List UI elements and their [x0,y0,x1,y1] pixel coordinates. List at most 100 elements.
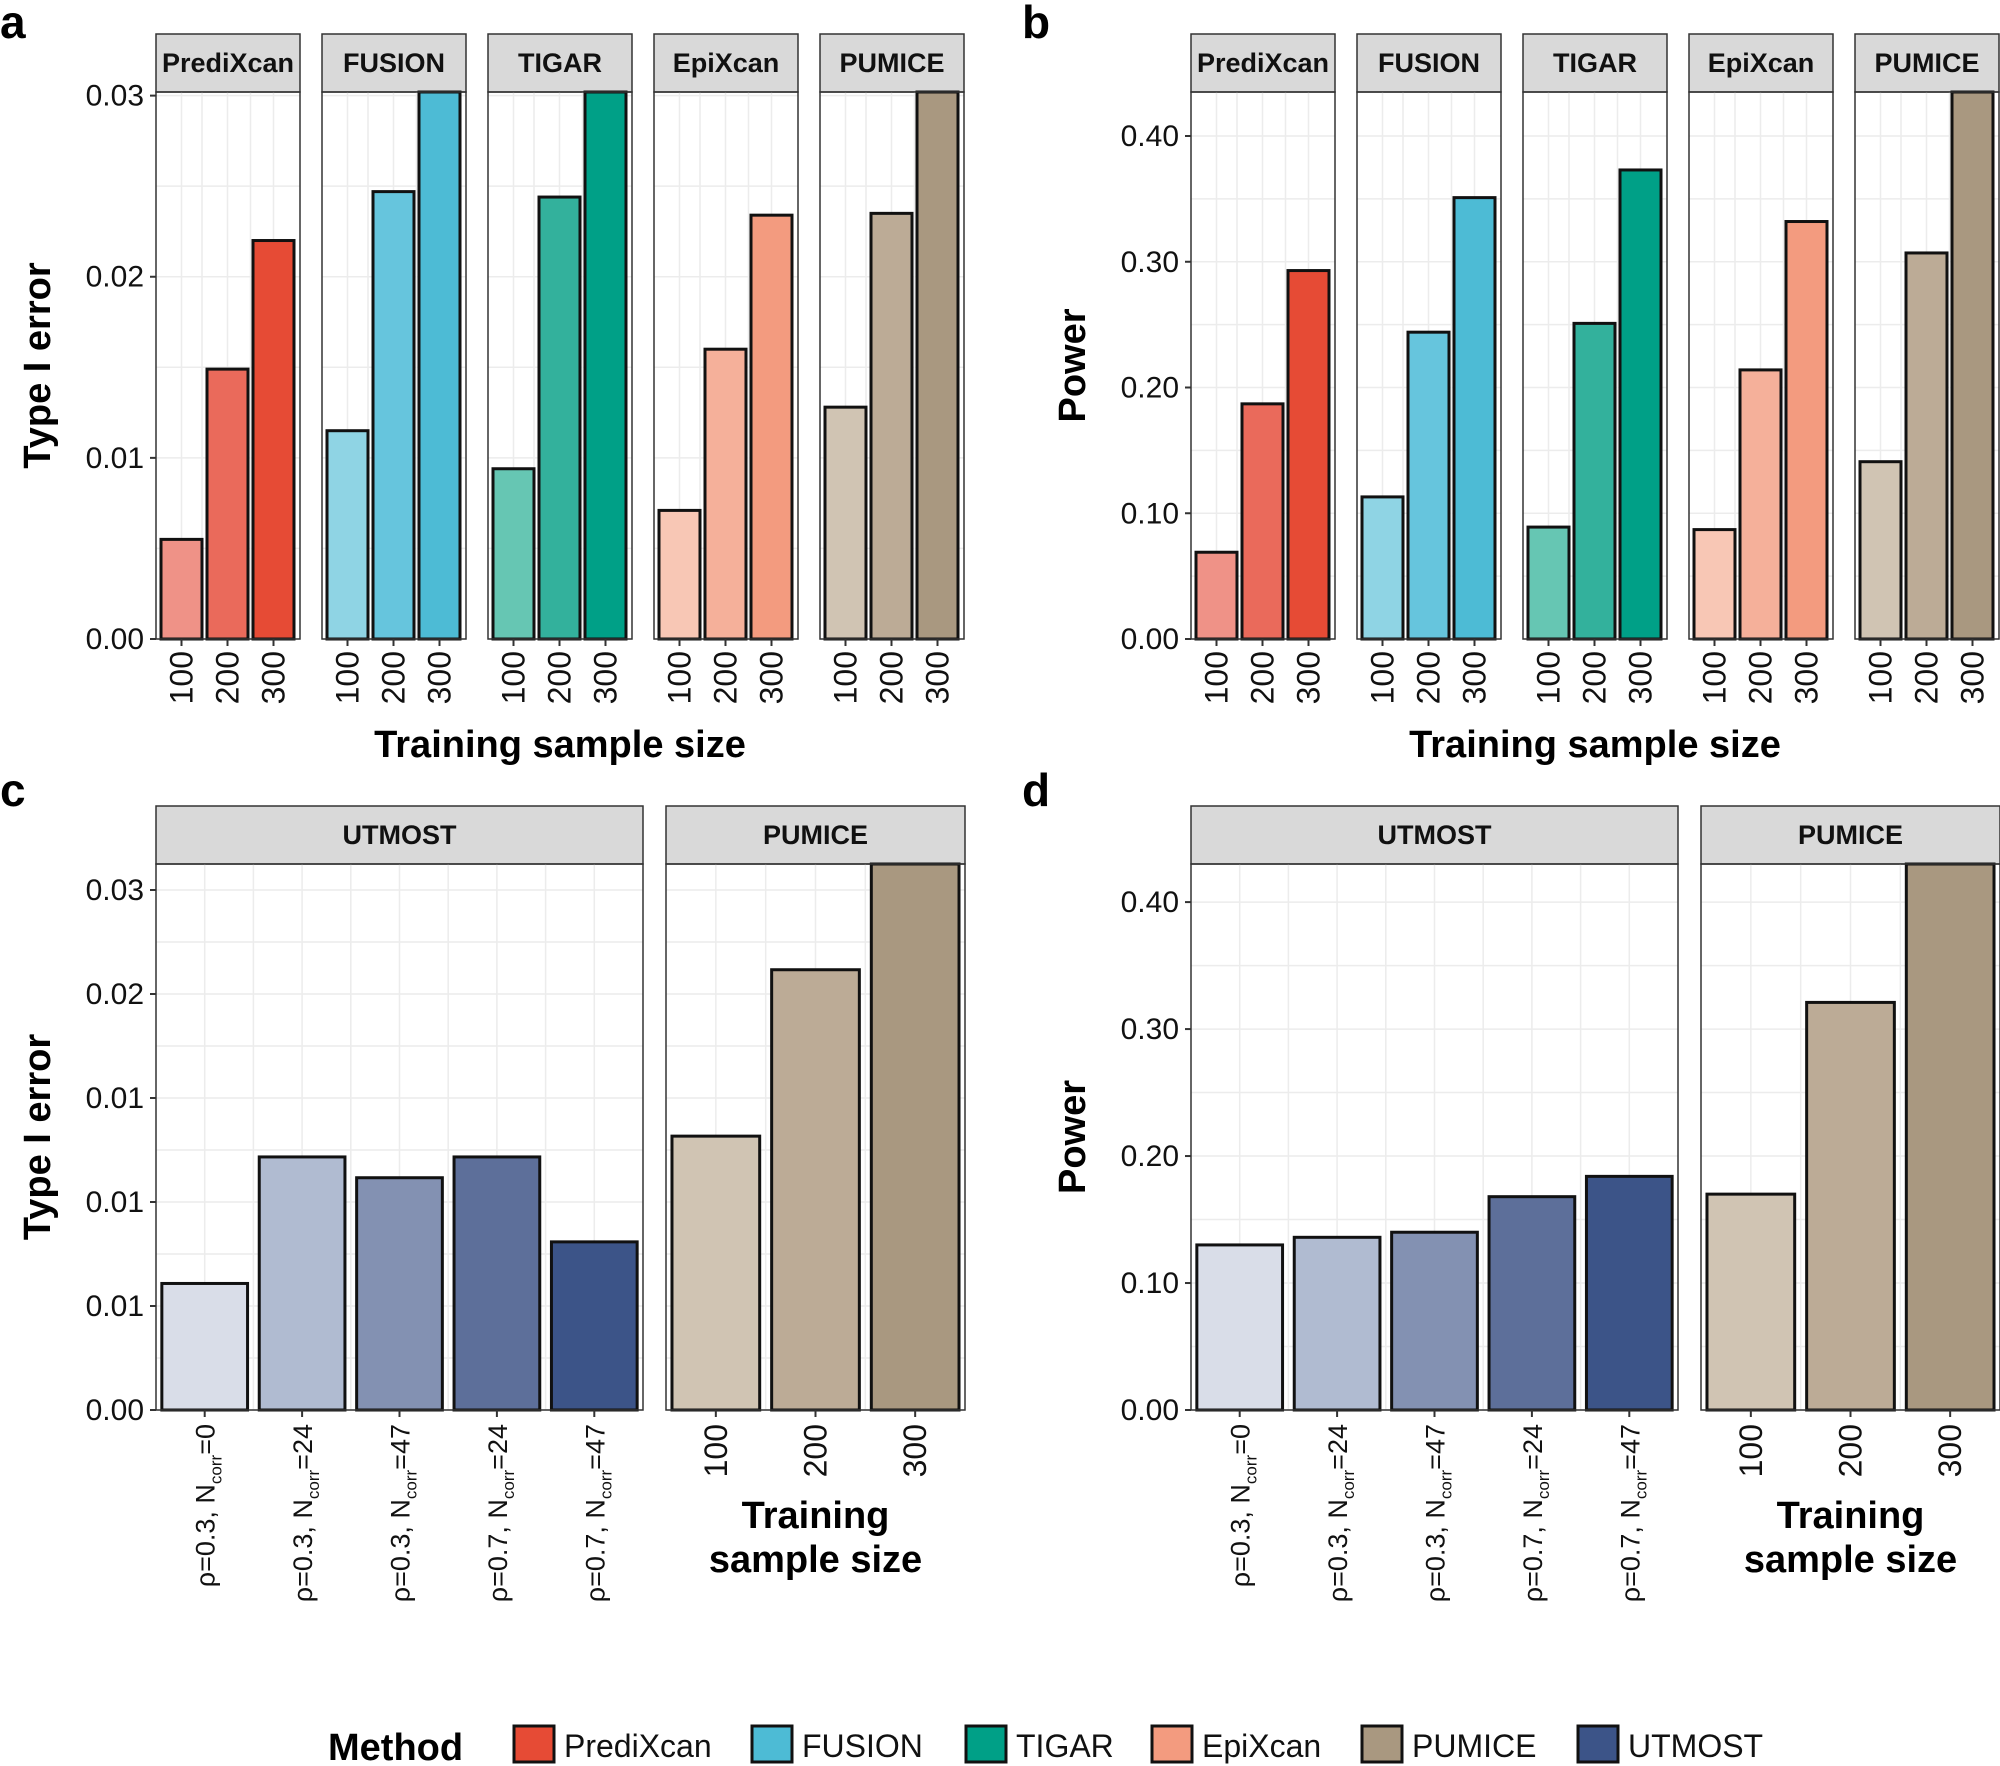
facet-strip [1854,33,2000,93]
facet-strip-label: EpiXcan [1708,48,1815,78]
y-tick-label: 0.01 [86,1082,144,1115]
y-axis-title: Type I error [17,1034,59,1240]
bar-utmost-2 [257,1155,347,1412]
legend: Method PrediXcan FUSION TIGAR EpiXcan PUMICE U… [328,1724,1763,1766]
x-tick-label: ρ=0.3, Ncorr=24 [1323,1424,1358,1602]
x-tick-label: 300 [1457,651,1493,704]
y-tick-label: 0.03 [86,874,144,907]
x-tick-label: ρ=0.3, Ncorr=47 [1421,1424,1456,1602]
legend-item-tigar: TIGAR [964,1724,1114,1764]
facet-strip-label: FUSION [1378,48,1480,78]
x-tick-label: 100 [330,651,366,704]
x-tick-label: 200 [376,651,412,704]
x-tick-label: ρ=0.7, Ncorr=24 [1518,1424,1553,1602]
bar-predixcan-300 [251,239,296,641]
facet-epixcan: EpiXcan 100 200 300 [653,33,799,704]
bar-tigar-100 [1526,525,1571,641]
bar-utmost-3 [355,1176,444,1412]
facet-strip-label: UTMOST [1378,820,1492,850]
x-tick-label: 200 [210,651,246,704]
bar-utmost-5 [1584,1174,1674,1412]
bar-fusion-200 [1406,330,1451,641]
x-tick-label: 100 [1199,651,1235,704]
x-tick-label: 300 [1955,651,1991,704]
bar-pumice-200 [869,211,914,641]
x-tick-label: ρ=0.3, Ncorr=47 [386,1424,421,1602]
panel-letter: a [0,0,26,48]
facet-pumice: PUMICE 100 200 300 [819,33,965,704]
bar-pumice-300 [1904,862,1996,1412]
legend-item-pumice: PUMICE [1360,1724,1536,1764]
x-tick-label: 300 [588,651,624,704]
legend-item-fusion: FUSION [750,1724,923,1764]
x-tick-label: 300 [754,651,790,704]
y-tick-label: 0.00 [86,1394,144,1427]
panel-d: d 0.00 0.10 0.20 0.30 0.40 Power UTMOST ρ=0.3, N… [1022,764,2000,1602]
legend-label: FUSION [802,1728,923,1764]
bar-fusion-300 [417,90,462,641]
y-tick-label: 0.01 [86,1186,144,1219]
panel-letter: c [0,764,26,816]
bar-tigar-300 [1618,168,1663,641]
bar-pumice-200 [1805,1000,1896,1412]
y-axis-title: Power [1052,1080,1094,1194]
bar-epixcan-100 [1692,528,1737,641]
bar-tigar-100 [491,467,536,641]
facet-strip-label: FUSION [343,48,445,78]
x-tick-label: 300 [1932,1424,1968,1477]
legend-title: Method [328,1727,463,1766]
x-tick-label: ρ=0.7, Ncorr=47 [1615,1424,1650,1602]
y-tick-label: 0.30 [1121,1013,1179,1046]
y-tick-label: 0.00 [1121,1394,1179,1427]
bar-pumice-300 [869,862,961,1412]
x-tick-label: 200 [1577,651,1613,704]
panel-letter: d [1022,764,1050,816]
facet-strip [1190,33,1336,93]
bar-pumice-100 [823,405,868,641]
x-tick-label: 300 [1789,651,1825,704]
x-axis-title-line1: Training [742,1495,890,1537]
x-tick-label: 100 [828,651,864,704]
facet-strip-label: PUMICE [1798,820,1903,850]
facet-fusion: FUSION 100 200 300 [1356,33,1502,704]
facet-strip [487,33,633,93]
y-tick-label: 0.00 [86,623,144,656]
y-axis-title: Type I error [17,262,59,468]
legend-swatch [1150,1724,1194,1764]
panel-b: b 0.00 0.10 0.20 0.30 0.40 Power PrediXcan 100 20… [1022,0,2000,766]
panel-a: a 0.00 0.01 0.02 0.03 Type I error PrediXcan 10… [0,0,965,766]
x-tick-label: 300 [920,651,956,704]
x-tick-label: ρ=0.3, Ncorr=0 [191,1424,226,1587]
y-tick-label: 0.40 [1121,120,1179,153]
facet-tigar: TIGAR 100 200 300 [1522,33,1668,704]
bar-pumice-200 [770,968,861,1412]
x-tick-label: 200 [1909,651,1945,704]
x-tick-label: 300 [422,651,458,704]
x-tick-label: 300 [1291,651,1327,704]
facet-epixcan: EpiXcan 100 200 300 [1688,33,1834,704]
y-tick-label: 0.03 [86,80,144,113]
facet-strip [1356,33,1502,93]
bar-pumice-300 [1950,90,1995,641]
facet-strip [1688,33,1834,93]
facet-strip-label: TIGAR [518,48,602,78]
bar-pumice-300 [915,90,960,641]
y-tick-label: 0.10 [1121,497,1179,530]
x-tick-label: 200 [1411,651,1447,704]
x-tick-label: ρ=0.3, Ncorr=0 [1226,1424,1261,1587]
y-tick-label: 0.40 [1121,886,1179,919]
y-tick-label: 0.30 [1121,246,1179,279]
x-tick-label: 200 [542,651,578,704]
x-tick-label: ρ=0.7, Ncorr=47 [580,1424,615,1602]
y-tick-label: 0.02 [86,261,144,294]
panel-c: c 0.00 0.01 0.01 0.01 0.02 0.03 Type I error UTM… [0,764,966,1602]
bar-pumice-100 [670,1134,762,1412]
x-tick-label: 100 [662,651,698,704]
facet-strip-label: PrediXcan [162,48,294,78]
y-tick-label: 0.02 [86,978,144,1011]
x-axis-title: Training sample size [1409,724,1781,766]
x-tick-label: 100 [698,1424,734,1477]
legend-label: UTMOST [1628,1728,1763,1764]
